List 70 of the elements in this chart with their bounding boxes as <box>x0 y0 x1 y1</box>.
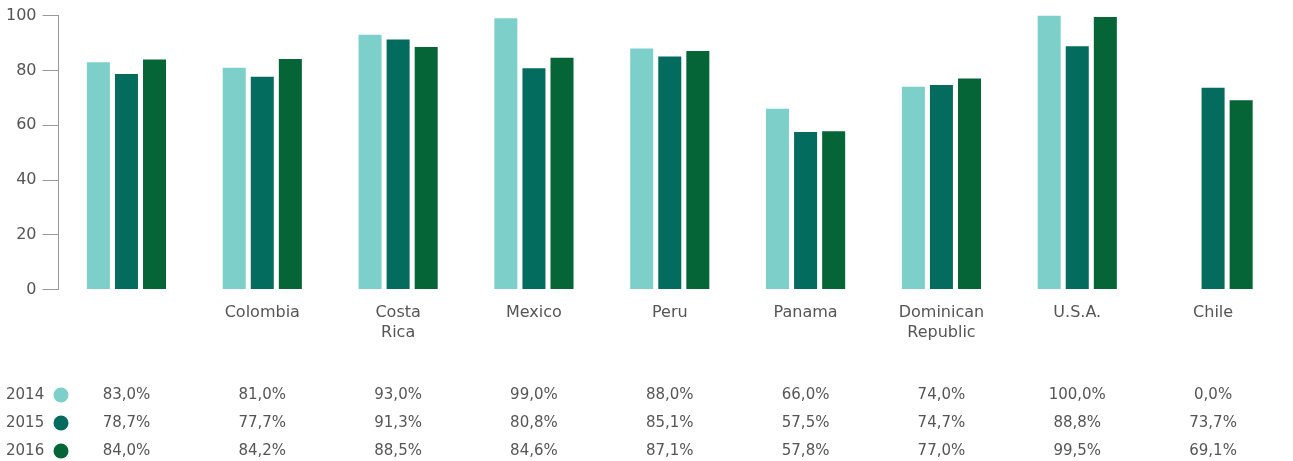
x-tick-label: Mexico <box>506 302 562 322</box>
data-label: 85,1% <box>645 412 694 431</box>
y-tick-label: 20 <box>16 223 37 243</box>
data-label: 0,0% <box>1194 384 1233 403</box>
bar <box>1093 16 1117 290</box>
x-tick-label: Peru <box>651 302 688 322</box>
data-label: 66,0% <box>781 384 830 403</box>
legend-label: 2014 <box>6 384 45 403</box>
data-label: 88,8% <box>1053 412 1102 431</box>
data-label: 57,5% <box>781 412 830 431</box>
data-label: 81,0% <box>238 384 287 403</box>
y-tick-label: 80 <box>16 59 37 79</box>
data-label: 69,1% <box>1189 440 1237 459</box>
legend-label: 2015 <box>6 412 45 431</box>
data-label: 88,0% <box>645 384 694 403</box>
bar <box>1065 46 1089 290</box>
y-tick-label: 60 <box>16 114 37 134</box>
data-label: 83,0% <box>102 384 151 403</box>
data-label: 84,2% <box>238 440 287 459</box>
bar <box>358 34 382 290</box>
data-label: 84,0% <box>102 440 151 459</box>
data-label: 84,6% <box>510 440 558 459</box>
bar <box>1037 15 1061 290</box>
bar <box>386 39 410 290</box>
y-tick-label: 0 <box>26 278 37 298</box>
data-label: 100,0% <box>1048 384 1106 403</box>
bar <box>630 48 654 290</box>
data-label: 57,8% <box>781 440 830 459</box>
y-tick-label: 100 <box>5 4 37 24</box>
data-label: 87,1% <box>645 440 694 459</box>
bar <box>86 62 110 290</box>
bar <box>822 131 846 290</box>
data-label: 73,7% <box>1189 412 1237 431</box>
bar <box>250 76 274 290</box>
bar <box>550 57 574 290</box>
x-tick-label: U.S.A. <box>1053 302 1102 322</box>
bar <box>658 56 682 290</box>
data-label: 91,3% <box>374 412 422 431</box>
bar <box>929 84 953 290</box>
data-label: 99,5% <box>1053 440 1102 459</box>
bar <box>222 67 246 290</box>
bar <box>901 86 925 290</box>
data-label: 77,0% <box>917 440 966 459</box>
x-tick-label: Costa Rica <box>375 302 421 341</box>
legend-label: 2016 <box>6 440 45 459</box>
x-tick-label: Colombia <box>224 302 300 322</box>
bar <box>494 18 518 290</box>
data-label: 88,5% <box>374 440 422 459</box>
data-label: 74,7% <box>917 412 966 431</box>
y-tick-label: 40 <box>16 169 37 189</box>
data-label: 74,0% <box>917 384 966 403</box>
bar <box>794 132 818 290</box>
bar <box>686 50 710 290</box>
bar <box>1229 100 1253 290</box>
data-label: 93,0% <box>374 384 422 403</box>
bar <box>957 78 982 290</box>
bar <box>114 73 138 290</box>
data-label: 80,8% <box>510 412 558 431</box>
x-tick-label: Panama <box>773 302 838 322</box>
x-tick-label: Chile <box>1193 302 1234 322</box>
bar <box>143 59 167 290</box>
x-tick-label: Dominican Republic <box>898 302 985 341</box>
data-label: 78,7% <box>102 412 151 431</box>
bar <box>522 68 546 290</box>
bar <box>414 47 438 290</box>
bar <box>278 58 302 290</box>
data-label: 77,7% <box>238 412 287 431</box>
bar <box>766 108 790 290</box>
data-label: 99,0% <box>510 384 558 403</box>
bar <box>1201 87 1225 290</box>
